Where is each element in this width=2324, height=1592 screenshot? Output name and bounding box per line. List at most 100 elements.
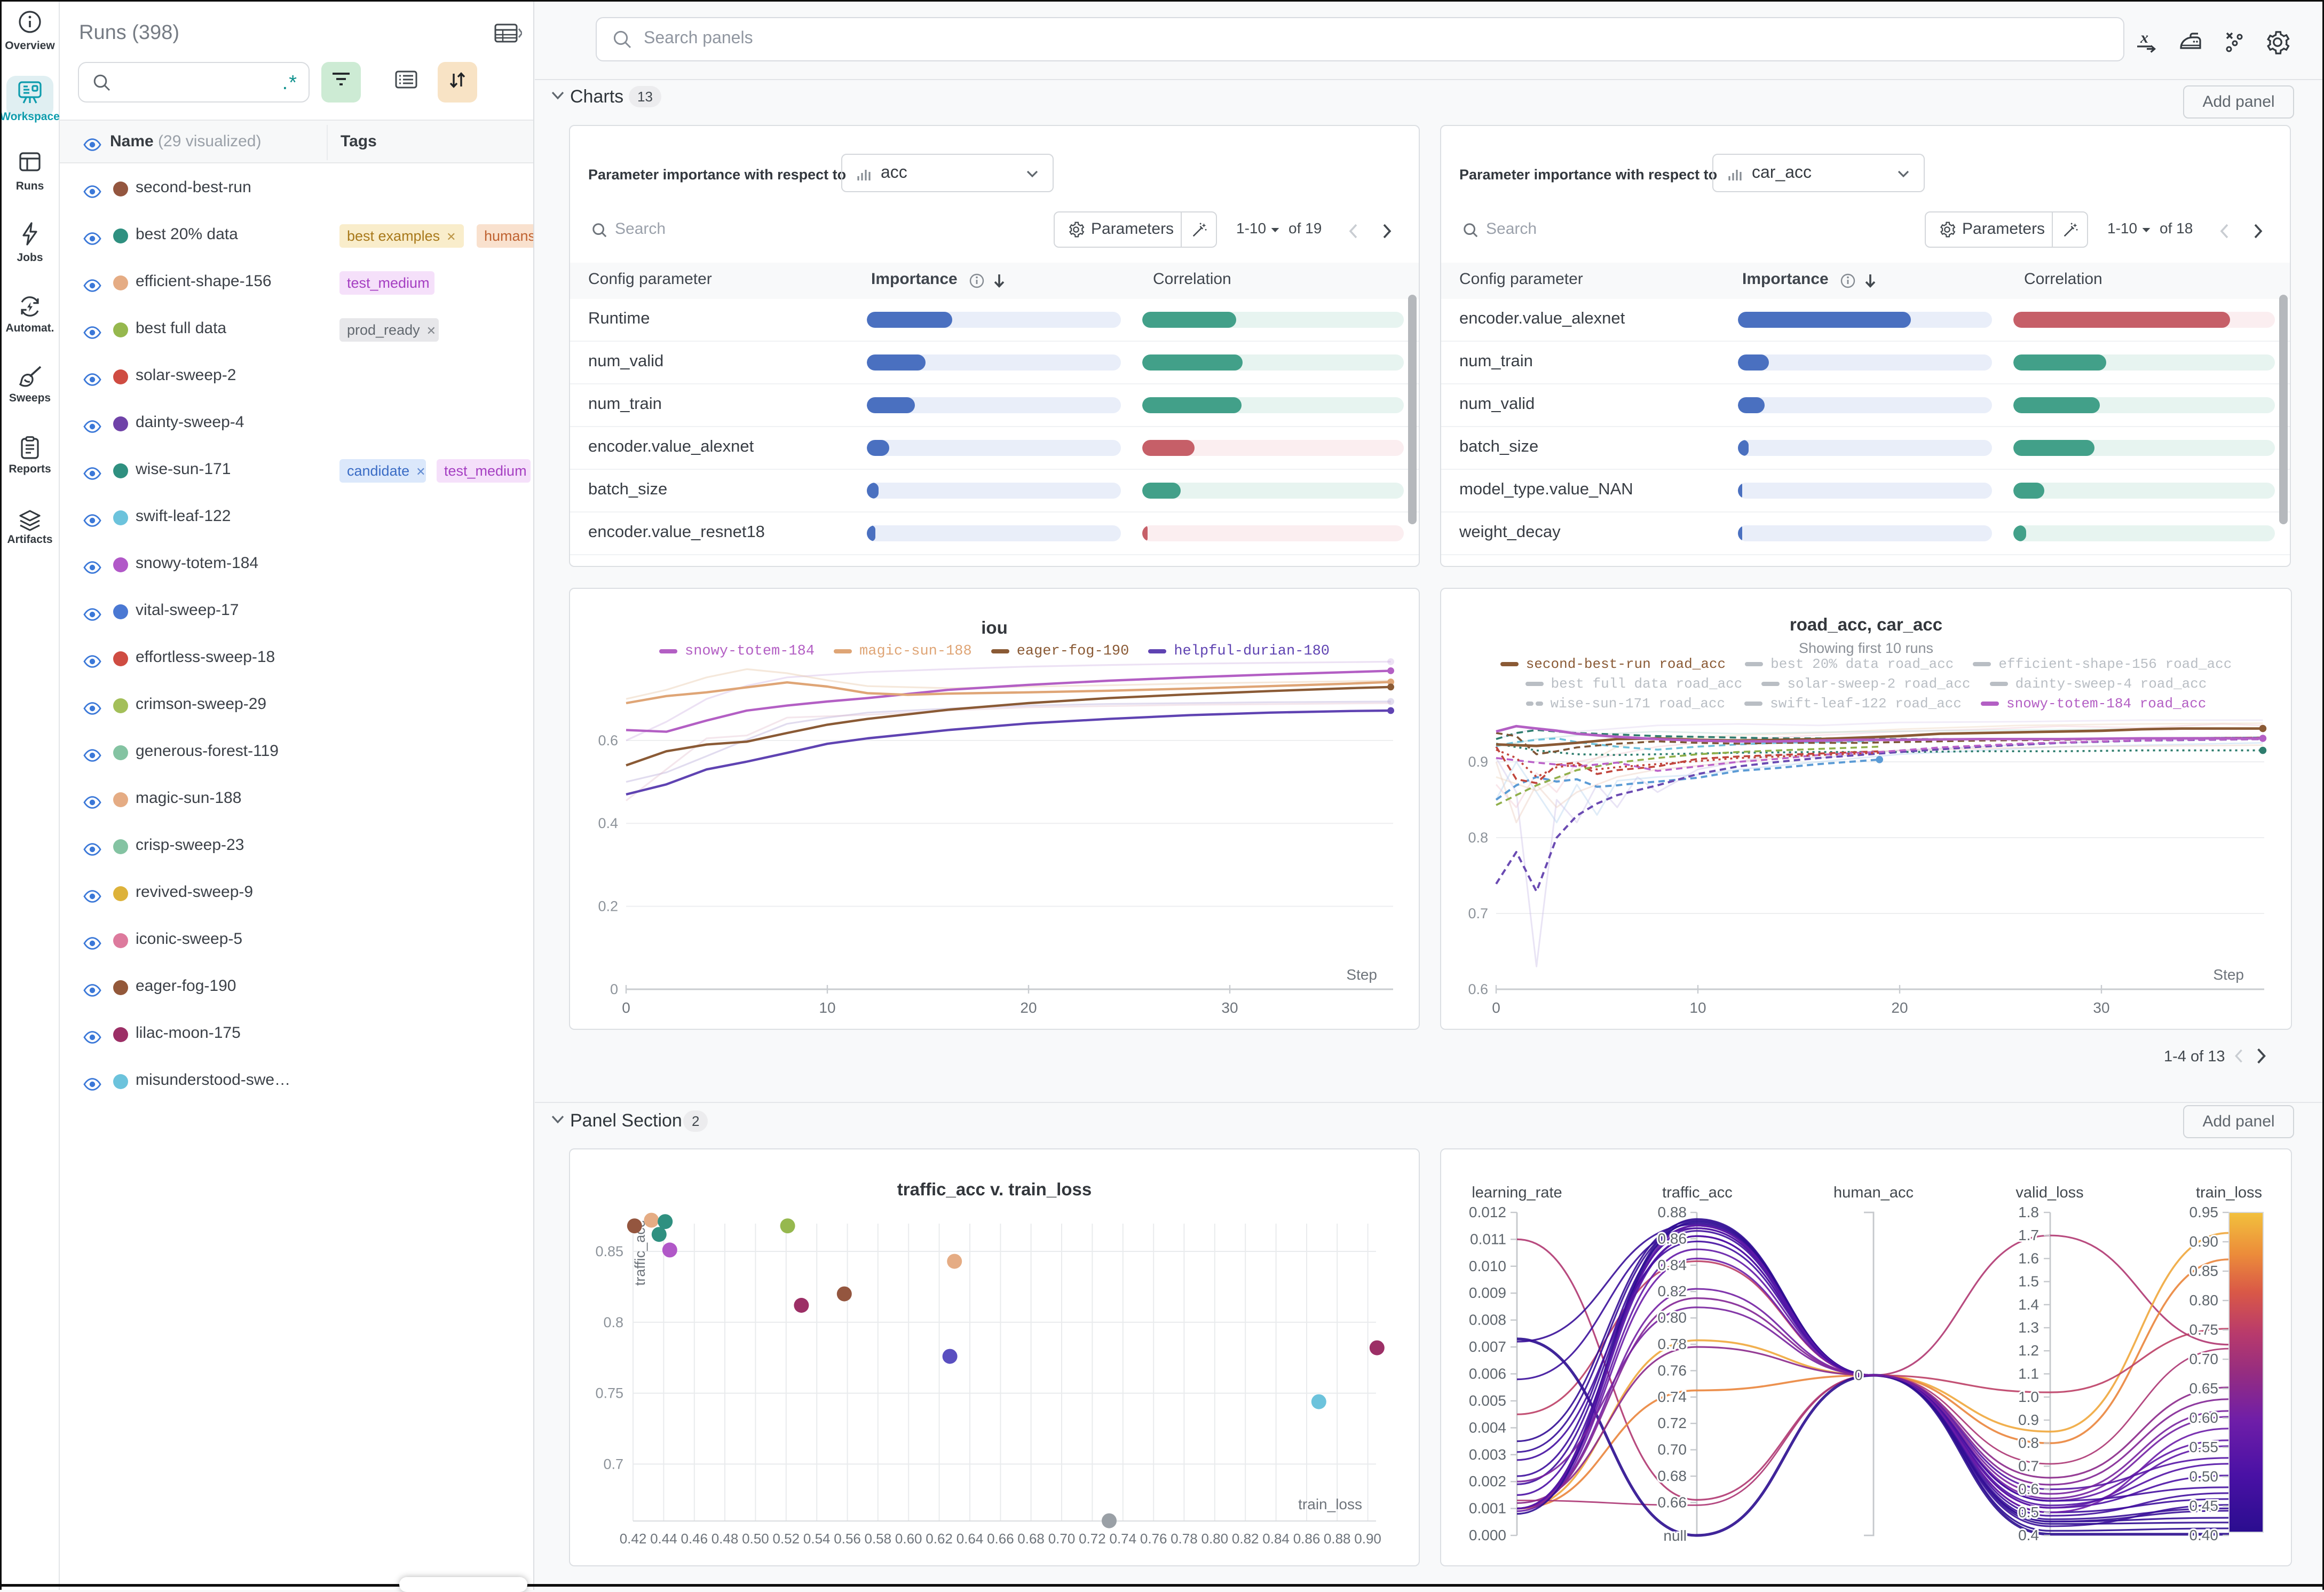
svg-text:1.1: 1.1 [2018,1366,2039,1382]
svg-text:0.86: 0.86 [1658,1230,1687,1247]
svg-text:0.60: 0.60 [895,1531,922,1547]
svg-text:0.8: 0.8 [1468,830,1488,846]
svg-text:1.3: 1.3 [2018,1319,2039,1336]
svg-text:0.54: 0.54 [803,1531,831,1547]
svg-text:0.000: 0.000 [1469,1527,1506,1543]
svg-text:0.75: 0.75 [2189,1321,2219,1338]
svg-text:0.45: 0.45 [2189,1498,2219,1514]
svg-text:0.70: 0.70 [2189,1351,2219,1367]
svg-text:0.90: 0.90 [1354,1531,1381,1547]
svg-text:0.80: 0.80 [2189,1292,2219,1309]
svg-text:traffic_acc: traffic_acc [1662,1184,1733,1201]
svg-text:Step: Step [1346,966,1377,983]
svg-text:0.88: 0.88 [1658,1204,1687,1220]
svg-text:1.0: 1.0 [2018,1389,2039,1405]
svg-text:0.010: 0.010 [1469,1258,1506,1274]
svg-text:1.4: 1.4 [2018,1296,2039,1313]
svg-text:0.68: 0.68 [1658,1468,1687,1484]
svg-text:0.008: 0.008 [1469,1312,1506,1328]
svg-text:0.2: 0.2 [598,899,618,915]
svg-text:train_loss: train_loss [1298,1496,1362,1512]
svg-text:x: x [2140,30,2148,46]
svg-text:0.95: 0.95 [2189,1204,2219,1220]
svg-text:0.62: 0.62 [926,1531,953,1547]
svg-text:10: 10 [819,999,835,1016]
svg-text:Step: Step [2213,966,2244,983]
svg-text:1.6: 1.6 [2018,1250,2039,1266]
svg-text:0.012: 0.012 [1469,1204,1506,1220]
svg-text:0.003: 0.003 [1469,1446,1506,1463]
svg-text:0.82: 0.82 [1232,1531,1259,1547]
svg-text:0.6: 0.6 [598,732,618,748]
svg-text:0.78: 0.78 [1171,1531,1198,1547]
svg-text:0.74: 0.74 [1658,1389,1687,1405]
svg-text:0.72: 0.72 [1079,1531,1106,1547]
svg-text:0.9: 0.9 [1468,754,1488,770]
svg-text:0.005: 0.005 [1469,1392,1506,1409]
svg-text:0.7: 0.7 [1468,905,1488,921]
svg-text:0.66: 0.66 [987,1531,1014,1547]
svg-text:0.011: 0.011 [1470,1231,1506,1247]
svg-text:null: null [1663,1527,1687,1544]
svg-text:0.76: 0.76 [1140,1531,1167,1547]
svg-text:0.84: 0.84 [1262,1531,1290,1547]
svg-text:0.80: 0.80 [1201,1531,1228,1547]
svg-text:0.56: 0.56 [834,1531,861,1547]
svg-text:learning_rate: learning_rate [1472,1184,1562,1201]
svg-text:0: 0 [610,981,618,997]
svg-text:30: 30 [2093,999,2109,1016]
svg-text:0.50: 0.50 [742,1531,769,1547]
svg-text:20: 20 [1020,999,1037,1016]
svg-text:0.85: 0.85 [2189,1263,2219,1279]
svg-text:0.60: 0.60 [2189,1409,2219,1426]
svg-text:0.004: 0.004 [1469,1419,1506,1436]
svg-text:0: 0 [1492,999,1500,1016]
svg-text:0.58: 0.58 [864,1531,891,1547]
svg-text:0.4: 0.4 [2018,1527,2039,1543]
svg-text:0.6: 0.6 [1468,981,1488,997]
svg-text:0.70: 0.70 [1048,1531,1076,1547]
svg-text:0.5: 0.5 [2018,1504,2039,1520]
svg-text:0.84: 0.84 [1658,1257,1687,1273]
svg-text:0.8: 0.8 [2018,1435,2039,1451]
svg-text:0.75: 0.75 [595,1385,623,1401]
svg-text:0.52: 0.52 [772,1531,800,1547]
svg-text:0.7: 0.7 [603,1456,623,1472]
svg-text:0.66: 0.66 [1658,1494,1687,1510]
svg-text:1.8: 1.8 [2018,1204,2039,1220]
svg-text:0: 0 [1854,1367,1863,1383]
svg-text:0.46: 0.46 [681,1531,708,1547]
svg-text:0.76: 0.76 [1658,1362,1687,1378]
svg-text:0.48: 0.48 [712,1531,739,1547]
svg-text:0.9: 0.9 [2018,1412,2039,1428]
svg-text:0.86: 0.86 [1293,1531,1321,1547]
svg-text:0.72: 0.72 [1658,1415,1687,1431]
svg-text:0.006: 0.006 [1469,1366,1506,1382]
svg-text:0.80: 0.80 [1658,1310,1687,1326]
svg-text:train_loss: train_loss [2196,1184,2262,1201]
svg-text:0.007: 0.007 [1469,1338,1506,1355]
svg-text:20: 20 [1891,999,1908,1016]
svg-text:0.002: 0.002 [1469,1473,1506,1489]
svg-text:1.5: 1.5 [2018,1273,2039,1290]
svg-text:0.70: 0.70 [1658,1441,1687,1458]
svg-text:0.74: 0.74 [1109,1531,1136,1547]
svg-text:0.7: 0.7 [2018,1457,2039,1474]
svg-text:0.40: 0.40 [2189,1527,2219,1543]
svg-text:0.82: 0.82 [1658,1283,1687,1299]
svg-text:0.90: 0.90 [2189,1233,2219,1250]
svg-text:0.78: 0.78 [1658,1336,1687,1352]
svg-text:human_acc: human_acc [1833,1184,1914,1201]
svg-text:0.001: 0.001 [1469,1500,1506,1517]
svg-text:0.4: 0.4 [598,815,618,831]
svg-text:0.65: 0.65 [2189,1380,2219,1397]
svg-text:0.42: 0.42 [620,1531,647,1547]
svg-text:0.85: 0.85 [595,1243,623,1259]
svg-text:10: 10 [1689,999,1706,1016]
svg-text:0.88: 0.88 [1324,1531,1351,1547]
svg-text:0.55: 0.55 [2189,1439,2219,1455]
svg-text:0.44: 0.44 [650,1531,677,1547]
svg-text:0.009: 0.009 [1469,1284,1506,1301]
svg-text:1.7: 1.7 [2018,1227,2039,1243]
svg-text:30: 30 [1221,999,1238,1016]
